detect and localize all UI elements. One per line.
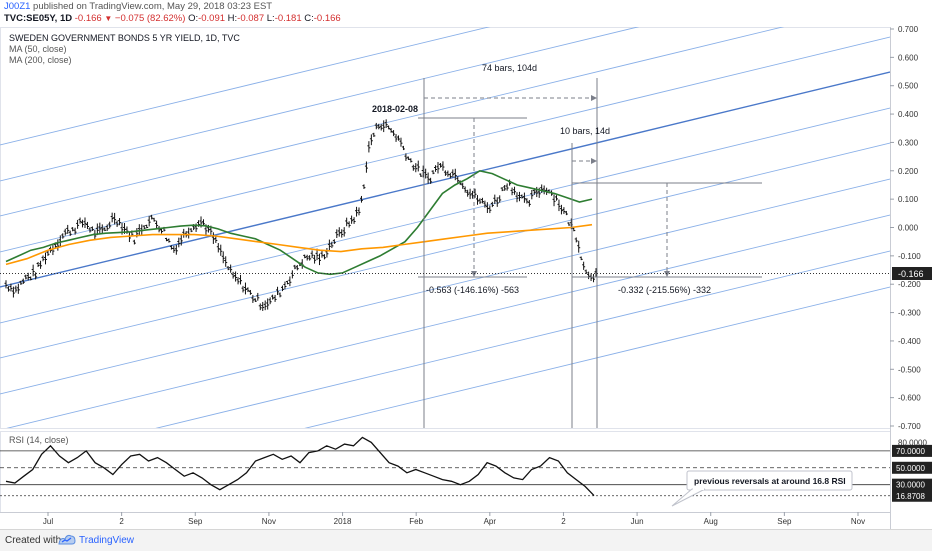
close-value: -0.166 <box>313 13 341 24</box>
price-tick-label: -0.600 <box>898 394 921 403</box>
footer: Created with TradingView <box>0 529 932 551</box>
date-marker-label: 2018-02-08 <box>372 104 418 114</box>
ma-line-ma-50-close- <box>5 169 593 276</box>
high-value: -0.087 <box>237 13 265 24</box>
measure-drawings[interactable]: 74 bars, 104d 10 bars, 14d 2018-02-08 -0… <box>372 63 762 428</box>
price-tick-label: -0.700 <box>898 422 921 431</box>
last-price-badge <box>892 267 932 280</box>
measure-label-2: -0.332 (-215.56%) -332 <box>618 285 711 295</box>
channel-line <box>0 27 491 146</box>
chart-title: SWEDEN GOVERNMENT BONDS 5 YR YIELD, 1D, … <box>9 33 240 43</box>
time-tick-label: Aug <box>704 517 718 526</box>
callout-pointer <box>671 488 706 507</box>
callout-box <box>686 470 853 491</box>
price-tick-label: -0.500 <box>898 365 921 374</box>
down-arrow-icon: ▼ <box>104 14 113 23</box>
channel-line <box>0 142 890 359</box>
time-tick-label: 2018 <box>334 517 352 526</box>
price-tick-label: 0.400 <box>898 110 919 119</box>
price-tick-label: -0.200 <box>898 280 921 289</box>
low-value: -0.181 <box>274 13 302 24</box>
rsi-level-label: 16.8708 <box>896 492 925 501</box>
price-tick-label: 0.100 <box>898 195 919 204</box>
channel-line <box>0 36 890 253</box>
rsi-line <box>5 436 595 497</box>
channel-line <box>0 178 890 395</box>
price-tick-label: -0.400 <box>898 337 921 346</box>
price-tick-label: 0.600 <box>898 53 919 62</box>
rsi-level-label: 30.0000 <box>896 481 925 490</box>
arrow-head-icon <box>591 95 597 101</box>
time-tick-label: Apr <box>484 517 497 526</box>
rsi-level-label: 50.0000 <box>896 464 925 473</box>
channel-line <box>155 250 890 428</box>
time-tick-label: Sep <box>777 517 792 526</box>
price-chart[interactable]: SWEDEN GOVERNMENT BONDS 5 YR YIELD, 1D, … <box>0 0 932 529</box>
tradingview-link[interactable]: TradingView <box>79 535 135 546</box>
price-tick-label: -0.300 <box>898 309 921 318</box>
moving-averages <box>5 169 593 276</box>
measure-label-1: -0.563 (-146.16%) -563 <box>426 285 519 295</box>
ma-line-ma-200-close- <box>5 223 593 266</box>
rsi-plot <box>0 436 890 497</box>
channel-median-line[interactable] <box>0 71 890 288</box>
parallel-channel[interactable] <box>0 0 890 502</box>
ohlc-bar: TVC:SE05Y, 1D -0.166 ▼ −0.075 (82.62%) O… <box>4 13 341 24</box>
change-value: −0.075 (82.62%) <box>114 13 186 24</box>
time-tick-label: Sep <box>188 517 203 526</box>
channel-line <box>6 214 890 428</box>
created-with-text: Created with <box>5 535 62 546</box>
time-tick-label: Nov <box>851 517 865 526</box>
rsi-level-badge <box>892 461 932 474</box>
time-tick-label: Feb <box>409 517 423 526</box>
time-tick-label: Jul <box>43 517 53 526</box>
ma50-legend[interactable]: MA (50, close) <box>9 44 67 54</box>
callout-text: previous reversals at around 16.8 RSI <box>694 476 846 486</box>
channel-line <box>0 27 785 217</box>
time-tick-label: 2 <box>119 517 124 526</box>
bars-range-label-small: 10 bars, 14d <box>560 126 610 136</box>
time-tick-label: Nov <box>262 517 276 526</box>
price-tick-label: 0.700 <box>898 25 919 34</box>
open-value: -0.091 <box>198 13 226 24</box>
channel-line <box>0 107 890 324</box>
rsi-level-badge <box>892 444 932 457</box>
arrow-head-icon <box>591 158 597 164</box>
price-tick-label: 0.300 <box>898 138 919 147</box>
rsi-level-badge <box>892 489 932 502</box>
time-axis[interactable]: Jul 2 Sep Nov 2018 Feb Apr 2 Jun Aug Sep Nov <box>43 512 865 526</box>
publish-text: published on TradingView.com, May 29, 20… <box>33 1 273 12</box>
channel-line <box>304 286 890 428</box>
time-tick-label: 2 <box>561 517 566 526</box>
time-tick-label: Jun <box>631 517 644 526</box>
price-tick-label: 0.000 <box>898 224 919 233</box>
publish-info: J00Z1 published on TradingView.com, May … <box>4 1 272 12</box>
rsi-callout[interactable]: previous reversals at around 16.8 RSI <box>671 470 853 507</box>
channel-line <box>0 27 640 182</box>
price-tick-label: 0.500 <box>898 82 919 91</box>
main-pane <box>0 27 891 429</box>
tradingview-logo-icon <box>58 534 76 545</box>
symbol-label: TVC:SE05Y, 1D <box>4 13 73 24</box>
last-price-label: -0.166 <box>898 269 924 279</box>
rsi-tick-label: 80.0000 <box>898 438 927 447</box>
price-bars <box>4 119 598 311</box>
price-axis[interactable]: 0.700 0.600 0.500 0.400 0.300 0.200 0.100 0.000… <box>890 25 921 431</box>
bars-range-label: 74 bars, 104d <box>482 63 537 73</box>
rsi-level-badge <box>892 478 932 491</box>
username-link[interactable]: J00Z1 <box>4 1 31 12</box>
rsi-title[interactable]: RSI (14, close) <box>9 435 69 445</box>
price-tick-label: -0.100 <box>898 252 921 261</box>
ma200-legend[interactable]: MA (200, close) <box>9 55 72 65</box>
price-tick-label: 0.200 <box>898 167 919 176</box>
last-value: -0.166 <box>74 13 102 24</box>
rsi-axis[interactable]: 80.000050.000030.000070.000050.000030.00… <box>892 438 932 502</box>
rsi-level-label: 70.0000 <box>896 447 925 456</box>
